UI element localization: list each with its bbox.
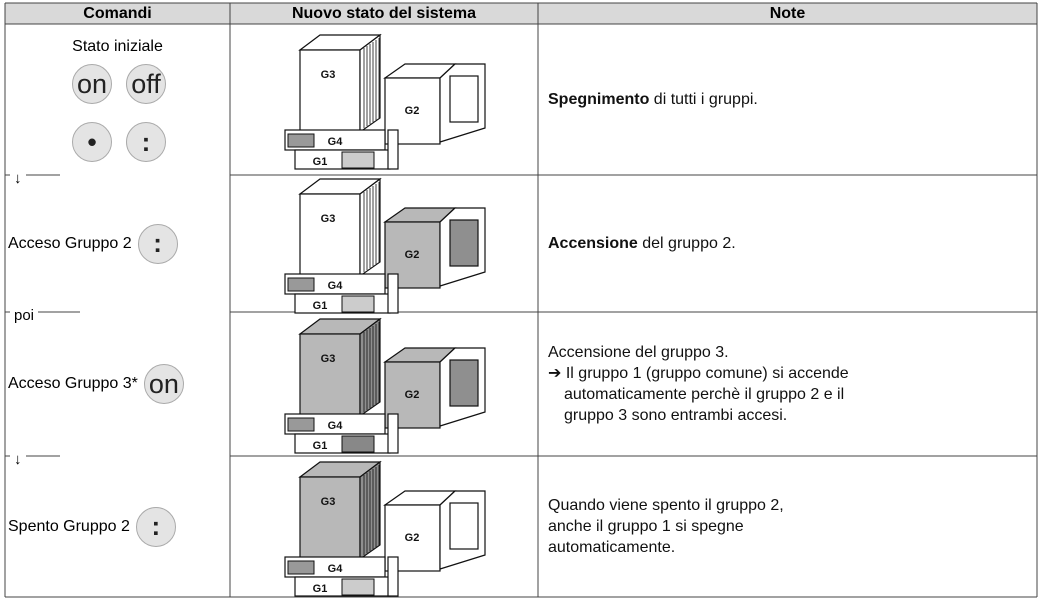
note-line: Quando viene spento il gruppo 2, <box>548 495 1028 516</box>
note-text: anche il gruppo 1 si spegne <box>548 518 744 535</box>
g4-window <box>287 560 315 575</box>
g3-front <box>299 333 361 417</box>
note-line: Spegnimento di tutti i gruppi. <box>548 89 1028 110</box>
connector: ↓ <box>10 452 26 468</box>
note-text: gruppo 3 sono entrambi accesi. <box>564 407 788 424</box>
note-line: ➔ Il gruppo 1 (gruppo comune) si accende <box>548 363 1028 384</box>
note-line: gruppo 3 sono entrambi accesi. <box>548 405 1028 426</box>
button: : <box>135 506 176 547</box>
note-text: Quando viene spento il gruppo 2, <box>548 497 784 514</box>
g2-opening <box>449 75 479 123</box>
group-label: G4 <box>328 420 344 432</box>
g2-opening <box>449 502 479 550</box>
button: • <box>72 122 112 162</box>
group-label: G2 <box>405 105 420 117</box>
command: Stato iniziale <box>72 38 163 55</box>
group-label: G2 <box>405 389 420 401</box>
group-label: G3 <box>321 353 336 365</box>
group-label: G3 <box>321 496 336 508</box>
g2-opening <box>449 359 479 407</box>
g4-window <box>287 277 315 292</box>
group-label: G3 <box>321 213 336 225</box>
group-label: G1 <box>313 440 328 452</box>
command: Acceso Gruppo 2 <box>8 234 132 252</box>
group-label: G4 <box>328 280 344 292</box>
g4-window <box>287 133 315 148</box>
note-text: automaticamente. <box>548 539 676 556</box>
button: : <box>137 223 178 264</box>
g3-front <box>299 193 361 277</box>
button: off <box>126 64 166 104</box>
g1-door <box>341 295 375 313</box>
button: on <box>143 364 184 404</box>
connector: poi <box>10 308 39 324</box>
button: on <box>72 64 112 104</box>
note-line: Accensione del gruppo 3. <box>548 342 1028 363</box>
note-text: Accensione del gruppo 3. <box>548 344 729 361</box>
note-text: del gruppo 2. <box>637 235 736 252</box>
note-line: Accensione del gruppo 2. <box>548 233 1028 254</box>
g3-front <box>299 476 361 560</box>
button: : <box>126 122 166 162</box>
note-line: automaticamente. <box>548 537 1028 558</box>
header-bg <box>5 3 1037 24</box>
note-text: di tutti i gruppi. <box>649 91 758 108</box>
note-text: Spegnimento <box>548 91 650 108</box>
g3-front <box>299 49 361 133</box>
group-label: G4 <box>328 563 344 575</box>
note: Accensione del gruppo 2. <box>548 233 1028 254</box>
group-label: G3 <box>321 69 336 81</box>
header-cell: Comandi <box>83 5 152 22</box>
group-label: G4 <box>328 136 344 148</box>
group-label: G1 <box>313 583 328 595</box>
group-label: G2 <box>405 532 420 544</box>
command: Spento Gruppo 2 <box>8 517 130 535</box>
note: Quando viene spento il gruppo 2, anche il… <box>548 495 1028 558</box>
g4-window <box>287 417 315 432</box>
group-label: G1 <box>313 300 328 312</box>
note: Spegnimento di tutti i gruppi. <box>548 89 1028 110</box>
note-line: anche il gruppo 1 si spegne <box>548 516 1028 537</box>
group-label: G2 <box>405 249 420 261</box>
note-text: ➔ Il gruppo 1 (gruppo comune) si accende <box>548 365 849 382</box>
header-cell: Note <box>769 5 806 22</box>
stairs <box>387 273 399 314</box>
stairs <box>387 129 399 170</box>
stairs <box>387 413 399 454</box>
note-text: Accensione <box>548 235 638 252</box>
note-line: automaticamente perchè il gruppo 2 e il <box>548 384 1028 405</box>
connector: ↓ <box>10 171 26 187</box>
header-cell: Nuovo stato del sistema <box>291 5 477 22</box>
command: Acceso Gruppo 3* <box>8 375 138 392</box>
note-text: automaticamente perchè il gruppo 2 e il <box>564 386 845 403</box>
note: Accensione del gruppo 3. ➔ Il gruppo 1 (g… <box>548 342 1028 426</box>
g1-door <box>341 435 375 453</box>
stairs <box>387 556 399 597</box>
group-label: G1 <box>313 156 328 168</box>
g1-door <box>341 578 375 596</box>
g2-opening <box>449 219 479 267</box>
g1-door <box>341 151 375 169</box>
